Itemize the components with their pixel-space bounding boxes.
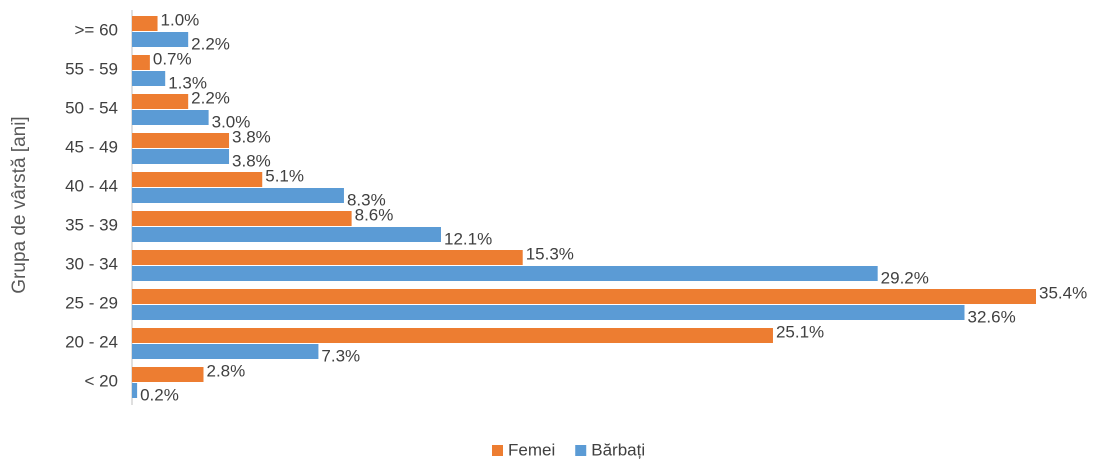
data-label: 25.1%	[776, 322, 824, 341]
data-label: 35.4%	[1039, 283, 1087, 302]
bar	[132, 71, 166, 86]
bar	[132, 328, 773, 343]
data-label: 29.2%	[881, 268, 929, 287]
y-tick-label: 50 - 54	[65, 98, 118, 117]
data-label: 8.3%	[347, 190, 386, 209]
y-tick-label: 35 - 39	[65, 215, 118, 234]
y-tick-label: 30 - 34	[65, 254, 118, 273]
bar	[132, 367, 204, 382]
y-axis-title: Grupa de vârstă [ani]	[9, 116, 30, 293]
bar	[132, 344, 319, 359]
bar	[132, 16, 158, 31]
bar	[132, 94, 189, 109]
y-tick-label: < 20	[84, 371, 118, 390]
data-label: 32.6%	[967, 307, 1015, 326]
y-tick-label: 55 - 59	[65, 59, 118, 78]
data-label: 3.8%	[232, 127, 271, 146]
bar	[132, 266, 878, 281]
bar	[132, 133, 230, 148]
data-label: 8.6%	[355, 205, 394, 224]
legend-label: Bărbați	[591, 440, 645, 459]
legend-swatch	[492, 445, 503, 456]
data-label: 0.7%	[153, 49, 192, 68]
data-label: 2.2%	[191, 88, 230, 107]
y-tick-label: >= 60	[75, 20, 119, 39]
data-label: 3.8%	[232, 151, 271, 170]
y-tick-label: 40 - 44	[65, 176, 118, 195]
bar	[132, 211, 352, 226]
bar	[132, 172, 263, 187]
y-tick-label: 20 - 24	[65, 332, 118, 351]
bar	[132, 305, 965, 320]
data-label: 7.3%	[321, 346, 360, 365]
bar	[132, 55, 150, 70]
data-label: 15.3%	[526, 244, 574, 263]
data-label: 5.1%	[265, 166, 304, 185]
bar	[132, 110, 209, 125]
legend-label: Femei	[508, 440, 555, 459]
data-label: 1.3%	[168, 73, 207, 92]
data-label: 3.0%	[212, 112, 251, 131]
y-tick-label: 45 - 49	[65, 137, 118, 156]
data-label: 2.2%	[191, 34, 230, 53]
bar	[132, 250, 523, 265]
data-label: 2.8%	[207, 361, 246, 380]
data-label: 0.2%	[140, 385, 179, 404]
bar	[132, 289, 1036, 304]
data-label: 12.1%	[444, 229, 492, 248]
bar	[132, 188, 344, 203]
bar	[132, 383, 138, 398]
bar	[132, 32, 189, 47]
bar	[132, 227, 441, 242]
legend-swatch	[575, 445, 587, 456]
data-label: 1.0%	[161, 10, 200, 29]
bar	[132, 149, 230, 164]
y-tick-label: 25 - 29	[65, 293, 118, 312]
